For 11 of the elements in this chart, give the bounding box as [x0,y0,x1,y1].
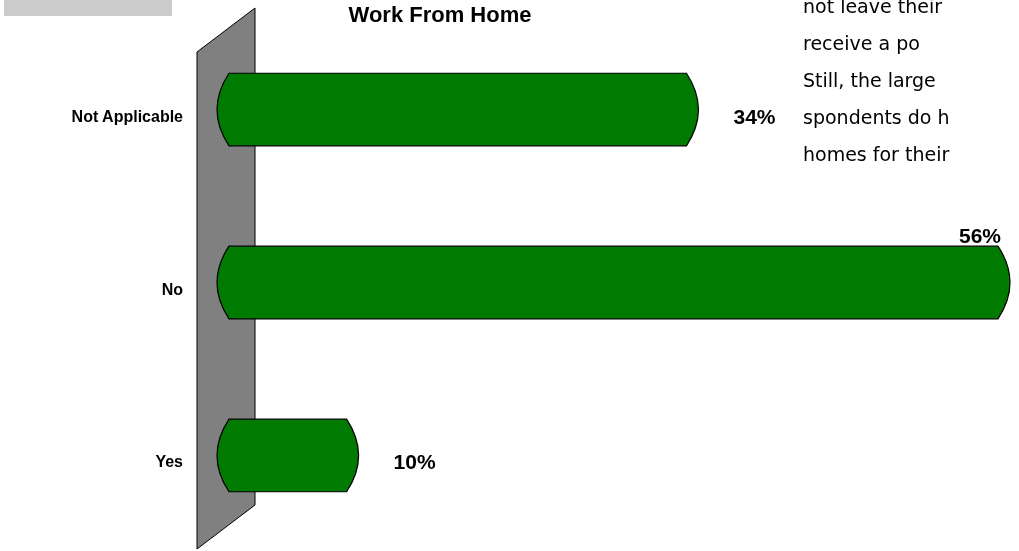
annotation: Still, the large [803,69,936,91]
annotation: receive a po [803,32,920,54]
y-tick-label: Not Applicable [71,107,184,125]
annotation: spondents do h [803,106,950,128]
data-label: 10% [393,450,436,474]
y-tick-label: No [161,280,184,298]
data-label: 34% [733,104,776,128]
annotation: homes for their [803,143,950,165]
y-tick-label: Yes [155,453,184,471]
data-label: 56% [958,224,1002,248]
chart-title: Work From Home [348,2,532,27]
